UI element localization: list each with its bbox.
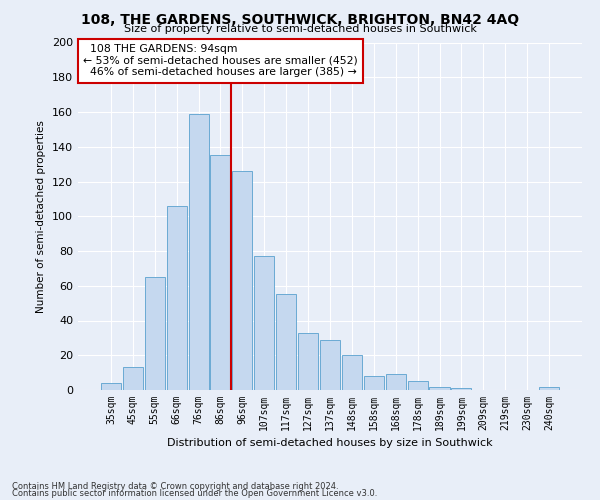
Bar — [451, 388, 472, 390]
Bar — [254, 256, 274, 390]
Text: Size of property relative to semi-detached houses in Southwick: Size of property relative to semi-detach… — [124, 24, 476, 34]
Bar — [123, 368, 143, 390]
Bar — [386, 374, 406, 390]
Bar — [364, 376, 384, 390]
X-axis label: Distribution of semi-detached houses by size in Southwick: Distribution of semi-detached houses by … — [167, 438, 493, 448]
Bar — [407, 382, 428, 390]
Bar — [167, 206, 187, 390]
Bar — [101, 383, 121, 390]
Bar — [298, 332, 318, 390]
Bar — [430, 386, 449, 390]
Bar — [145, 277, 165, 390]
Bar — [232, 171, 253, 390]
Bar — [188, 114, 209, 390]
Text: 108 THE GARDENS: 94sqm
← 53% of semi-detached houses are smaller (452)
  46% of : 108 THE GARDENS: 94sqm ← 53% of semi-det… — [83, 44, 358, 78]
Bar — [211, 156, 230, 390]
Text: 108, THE GARDENS, SOUTHWICK, BRIGHTON, BN42 4AQ: 108, THE GARDENS, SOUTHWICK, BRIGHTON, B… — [81, 12, 519, 26]
Bar — [276, 294, 296, 390]
Text: Contains public sector information licensed under the Open Government Licence v3: Contains public sector information licen… — [12, 490, 377, 498]
Bar — [539, 386, 559, 390]
Bar — [320, 340, 340, 390]
Bar — [342, 355, 362, 390]
Text: Contains HM Land Registry data © Crown copyright and database right 2024.: Contains HM Land Registry data © Crown c… — [12, 482, 338, 491]
Y-axis label: Number of semi-detached properties: Number of semi-detached properties — [37, 120, 46, 312]
